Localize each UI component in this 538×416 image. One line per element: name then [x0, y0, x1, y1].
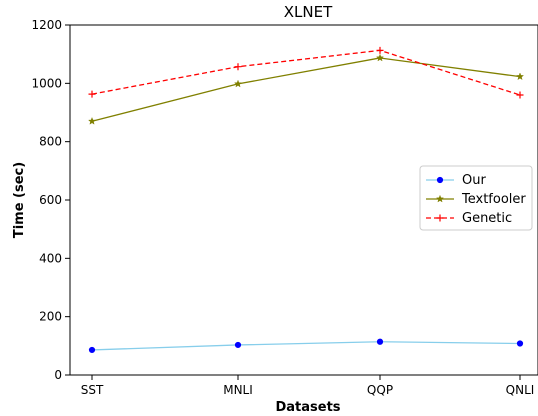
x-tick-label: SST [81, 383, 104, 397]
series-line-our [91, 341, 521, 351]
legend: Our Textfooler Genetic [419, 165, 533, 231]
series-genetic [88, 46, 524, 99]
data-point-our [376, 338, 384, 345]
data-point-our [516, 340, 524, 347]
data-point-textfooler [515, 72, 525, 81]
x-tick-label: MNLI [223, 383, 253, 397]
y-tick-label: 1000 [31, 76, 62, 90]
data-point-our [234, 341, 242, 349]
chart-title: XLNET [284, 3, 333, 21]
legend-label-our: Our [462, 173, 486, 188]
y-tick-label: 600 [39, 193, 62, 207]
data-point-genetic [376, 46, 384, 54]
y-tick-label: 200 [39, 310, 62, 324]
legend-marker-textfooler [435, 194, 445, 203]
series-textfooler [87, 53, 525, 125]
data-point-genetic [88, 90, 96, 98]
y-tick-label: 800 [39, 135, 62, 149]
series-line-genetic [91, 49, 521, 96]
legend-marker-genetic [436, 214, 444, 222]
x-tick-label: QNLI [506, 383, 535, 397]
data-point-textfooler [375, 53, 385, 62]
data-point-genetic [234, 63, 242, 71]
series-layer [87, 46, 525, 354]
data-point-textfooler [233, 79, 243, 88]
y-tick-label: 400 [39, 251, 62, 265]
x-tick-label: QQP [367, 383, 393, 397]
y-tick-label: 0 [54, 368, 62, 382]
x-axis: SST MNLI QQP QNLI [81, 375, 535, 397]
legend-label-textfooler: Textfooler [461, 192, 526, 207]
y-axis: 0 200 400 600 800 1000 1200 [31, 18, 70, 382]
y-tick-label: 1200 [31, 18, 62, 32]
series-line-textfooler [91, 57, 521, 122]
x-axis-label: Datasets [275, 400, 340, 415]
data-point-genetic [516, 91, 524, 99]
data-point-our [88, 346, 96, 354]
legend-marker-our [436, 176, 444, 184]
data-point-textfooler [87, 116, 97, 125]
series-our [88, 338, 524, 354]
legend-label-genetic: Genetic [462, 211, 512, 226]
y-axis-label: Time (sec) [12, 162, 27, 238]
legend-box [419, 165, 533, 231]
